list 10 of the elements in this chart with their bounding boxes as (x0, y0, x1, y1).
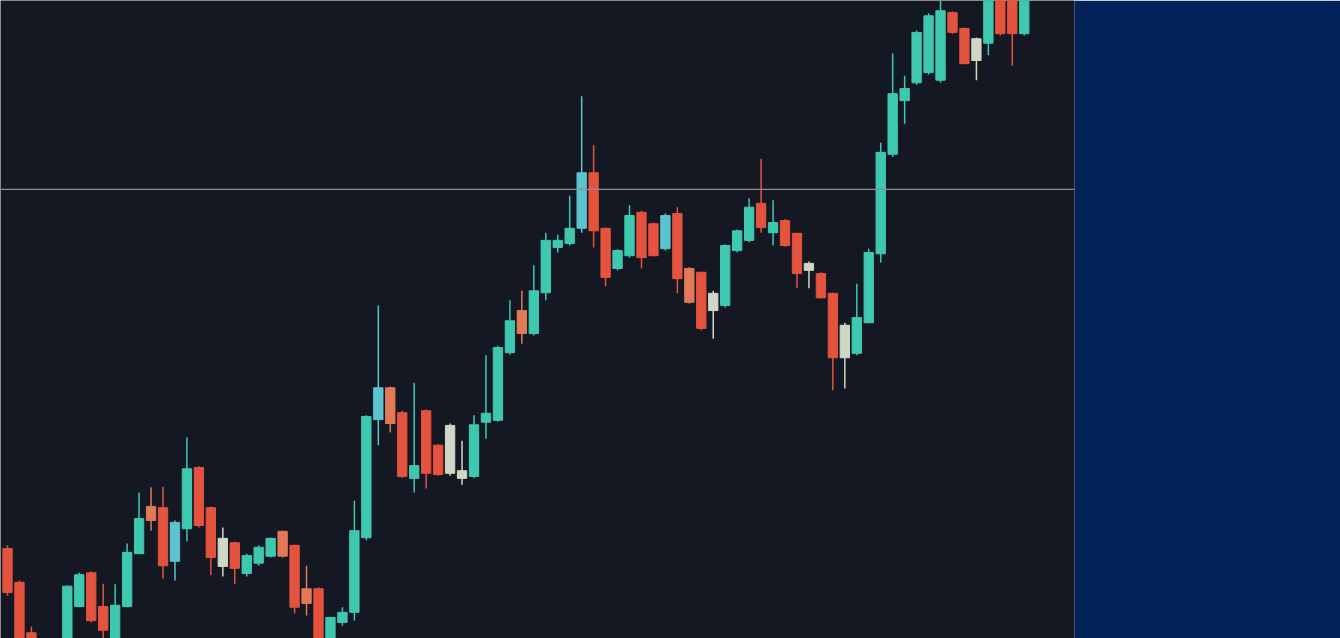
candlestick (456, 439, 468, 486)
candlestick (767, 199, 779, 247)
candlestick (803, 260, 815, 289)
candlestick (480, 354, 492, 440)
candlestick (971, 36, 982, 81)
candlestick (145, 486, 157, 532)
candlestick (409, 381, 420, 494)
candlestick (301, 565, 312, 617)
candlestick (708, 290, 719, 340)
candlestick (516, 290, 528, 345)
